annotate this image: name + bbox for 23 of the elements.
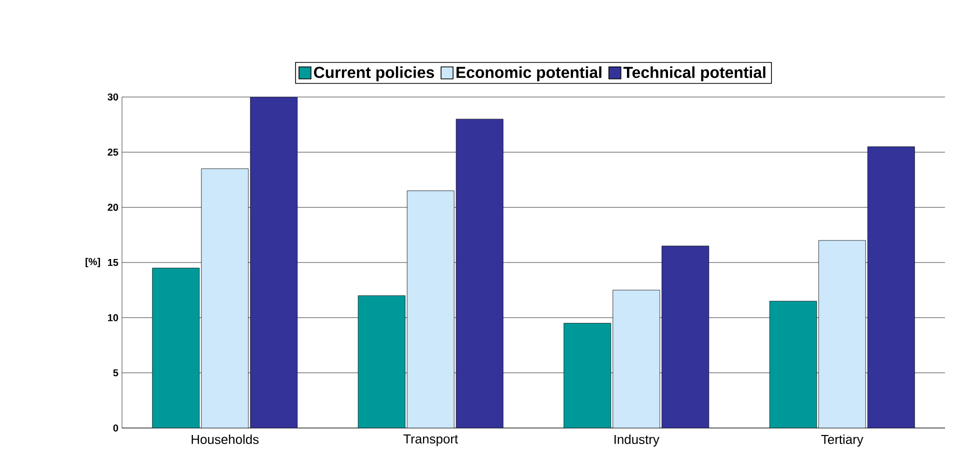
bar [358,295,406,428]
y-tick-label: 15 [108,259,118,266]
x-tick-label: Industry [614,434,660,447]
legend-label: Current policies [314,66,434,82]
x-tick-label: Households [192,434,259,444]
bar [201,168,249,428]
y-tick-label: 25 [108,148,118,156]
y-tick-label: 0 [113,424,118,432]
legend-label: Technical potential [623,66,766,82]
y-tick-label: 5 [113,369,118,376]
legend-label: Economic potential [456,66,602,82]
y-tick-label: 20 [108,204,118,211]
bar [769,300,817,428]
bar [612,290,660,428]
y-tick-label: 30 [108,93,118,101]
bar [406,190,454,428]
bar [152,268,200,428]
x-tick-label: Transport [403,434,458,446]
bar [564,322,612,428]
y-axis-title: [%] [86,258,100,268]
y-tick-label: 10 [108,314,118,322]
x-tick-label: Tertiary [821,434,864,447]
bar [818,240,866,428]
